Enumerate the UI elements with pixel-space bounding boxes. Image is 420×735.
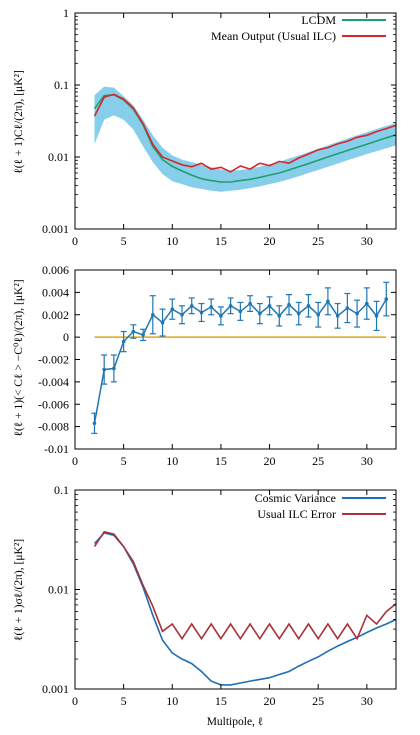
x-tick-label: 5 [121, 234, 127, 248]
y-tick-label: -0.002 [38, 353, 69, 367]
x-tick-label: 0 [72, 234, 78, 248]
y-tick-label: 0.002 [42, 308, 69, 322]
x-tick-label: 15 [215, 234, 227, 248]
x-tick-label: 30 [361, 694, 373, 708]
data-point [112, 366, 116, 371]
x-tick-label: 30 [361, 234, 373, 248]
y-tick-label: 0.006 [42, 263, 69, 277]
y-tick-label: -0.006 [38, 397, 69, 411]
y-tick-label: 0.001 [42, 682, 69, 696]
series-line-0 [93, 532, 397, 686]
y-tick-label: -0.004 [38, 375, 69, 389]
series-line-1 [93, 530, 397, 641]
x-axis-title-bottom: Multipole, ℓ [207, 716, 264, 728]
x-tick-label: 10 [166, 454, 178, 468]
x-tick-label: 5 [121, 694, 127, 708]
x-tick-label: 15 [215, 454, 227, 468]
x-tick-label: 25 [312, 454, 324, 468]
y-tick-label: 0 [63, 330, 69, 344]
data-point [258, 311, 262, 316]
data-point [374, 314, 379, 318]
data-point [326, 299, 330, 304]
data-point [180, 312, 184, 317]
data-point [384, 297, 389, 301]
x-tick-label: 30 [361, 454, 373, 468]
data-point [189, 304, 194, 308]
legend-label-mean-output: Mean Output (Usual ILC) [211, 29, 336, 43]
x-tick-label: 10 [166, 694, 178, 708]
data-point [209, 305, 213, 309]
data-point [365, 301, 369, 306]
data-point [141, 333, 145, 337]
y-tick-label: 0.01 [48, 583, 69, 597]
y-tick-label: 0.1 [54, 483, 69, 497]
data-point [131, 329, 136, 334]
data-point [296, 311, 301, 316]
y-tick-label: 0.001 [42, 222, 69, 236]
y-tick-label: 0.01 [48, 150, 69, 164]
panel-middle: ℓ(ℓ + 1)(< Cℓ > −C⁰ℓ)/(2π), [μK²] 0 5 10 15… [13, 263, 397, 468]
data-point [287, 302, 291, 307]
legend-bottom: Cosmic Variance Usual ILC Error [255, 491, 386, 521]
series-line-1 [93, 93, 397, 173]
data-point [102, 367, 106, 372]
data-point [345, 306, 350, 310]
x-tick-label: 10 [166, 234, 178, 248]
x-tick-label: 20 [264, 234, 276, 248]
legend-label-lcdm: LCDM [301, 13, 336, 27]
data-point [151, 312, 155, 317]
y-tick-label: -0.008 [38, 420, 69, 434]
legend-label-cosmic-variance: Cosmic Variance [255, 491, 336, 505]
x-tick-label: 15 [215, 694, 227, 708]
data-point [316, 312, 320, 317]
panel-bottom: ℓ(ℓ + 1)σℓ/(2π), [μK²] Multipole, ℓ Cosm… [13, 483, 397, 728]
x-tick-label: 20 [264, 454, 276, 468]
x-tick-label: 0 [72, 454, 78, 468]
y-tick-label: 1 [63, 6, 69, 20]
data-point [170, 307, 175, 311]
y-axis-title-top: ℓ(ℓ + 1)Cℓ/(2π), [μK²] [13, 70, 25, 174]
x-tick-label: 25 [312, 694, 324, 708]
data-point [277, 314, 282, 318]
data-point [355, 311, 359, 316]
data-point [219, 314, 223, 318]
x-tick-label: 5 [121, 454, 127, 468]
data-point [267, 304, 272, 308]
plot-frame [74, 489, 397, 690]
data-point [306, 304, 311, 308]
legend-label-usual-ilc-error: Usual ILC Error [257, 507, 336, 521]
y-tick-label: -0.01 [44, 442, 69, 456]
data-point [248, 301, 252, 306]
y-tick-label: 0.1 [54, 78, 69, 92]
x-tick-label: 20 [264, 694, 276, 708]
y-tick-label: 0.004 [42, 285, 69, 299]
x-tick-label: 0 [72, 694, 78, 708]
y-axis-title-middle: ℓ(ℓ + 1)(< Cℓ > −C⁰ℓ)/(2π), [μK²] [13, 279, 25, 436]
data-point [228, 304, 233, 308]
legend-top: LCDM Mean Output (Usual ILC) [211, 13, 386, 43]
y-axis-title-bottom: ℓ(ℓ + 1)σℓ/(2π), [μK²] [13, 539, 25, 641]
plot-frame [74, 12, 397, 230]
data-point [121, 339, 126, 344]
data-point [238, 309, 243, 314]
data-point [199, 310, 204, 315]
panel-top: ℓ(ℓ + 1)Cℓ/(2π), [μK²] LCDM Mean Output … [13, 6, 397, 248]
data-point [335, 314, 340, 318]
data-point [92, 421, 97, 426]
data-point [160, 320, 165, 325]
x-tick-label: 25 [312, 234, 324, 248]
